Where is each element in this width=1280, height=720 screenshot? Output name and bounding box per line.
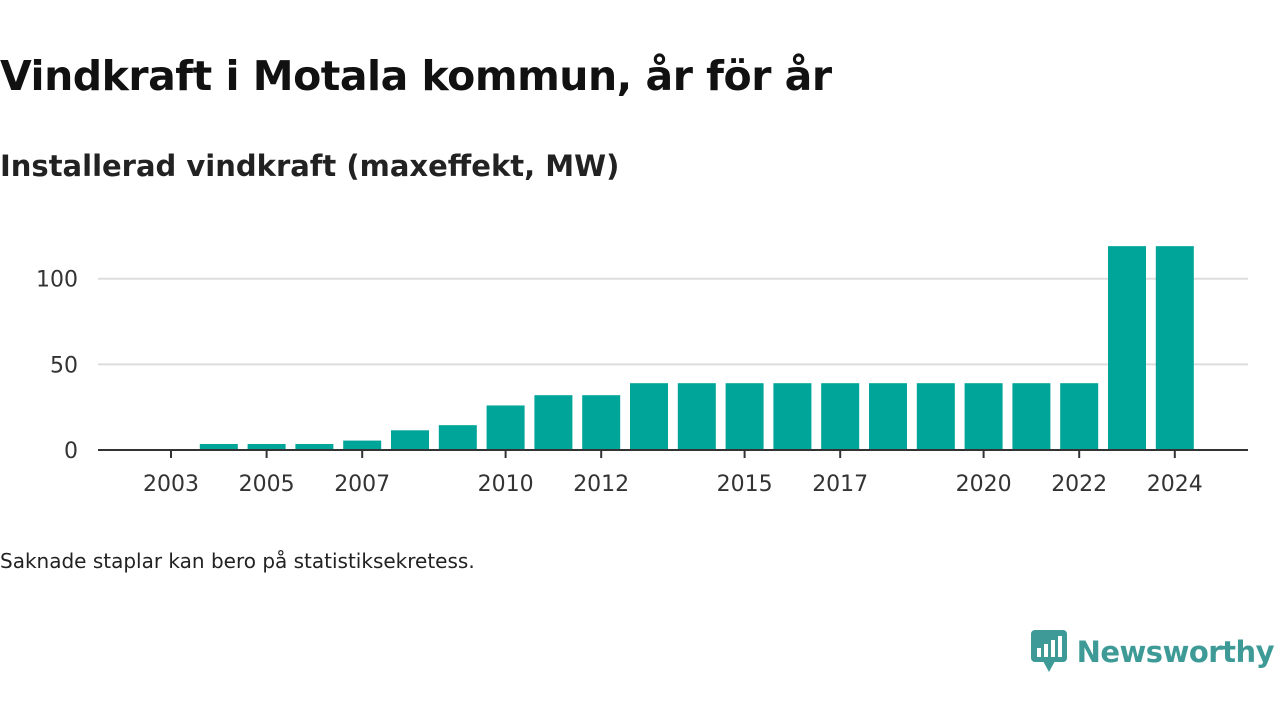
x-tick-label: 2015 <box>717 472 773 497</box>
x-tick-label: 2007 <box>334 472 390 497</box>
bar-2023 <box>1108 246 1146 450</box>
bar-2022 <box>1060 383 1099 450</box>
x-tick-label: 2005 <box>239 472 295 497</box>
bar-2009 <box>438 425 477 450</box>
bar-2019 <box>916 383 955 450</box>
chart-subtitle: Installerad vindkraft (maxeffekt, MW) <box>0 149 620 183</box>
x-tick-label: 2012 <box>573 472 629 497</box>
bar-2008 <box>391 430 429 450</box>
x-tick-label: 2020 <box>956 472 1012 497</box>
bar-2010 <box>486 405 525 450</box>
bar-2014 <box>677 383 716 450</box>
footnote: Saknade staplar kan bero på statistiksek… <box>0 549 475 573</box>
brand-logo: Newsworthy <box>1030 630 1275 674</box>
bar-2017 <box>821 383 860 450</box>
bar-2004 <box>199 444 238 450</box>
bar-2012 <box>582 395 621 450</box>
y-tick-label: 50 <box>50 353 78 378</box>
grid-lines <box>98 277 1248 366</box>
bar-2016 <box>773 383 812 450</box>
bar-2007 <box>343 440 382 450</box>
x-tick-label: 2017 <box>812 472 868 497</box>
bar-2011 <box>534 395 573 450</box>
bar-2024 <box>1155 246 1194 450</box>
bar-2013 <box>630 383 668 450</box>
bar-2021 <box>1012 383 1051 450</box>
x-tick-labels: 2003 2005 2007 2010 2012 2015 2017 2020 2022 2024 <box>143 472 1203 497</box>
x-tick-label: 2022 <box>1051 472 1107 497</box>
x-tick-label: 2024 <box>1147 472 1203 497</box>
bars <box>199 246 1194 450</box>
newsworthy-logo-icon <box>1030 630 1067 672</box>
bar-2006 <box>295 444 334 450</box>
axes <box>98 449 1248 458</box>
y-tick-labels: 0 50 100 <box>36 268 78 464</box>
bar-2018 <box>869 383 907 450</box>
brand-name: Newsworthy <box>1076 635 1275 669</box>
bar-2020 <box>964 383 1003 450</box>
y-tick-label: 100 <box>36 268 78 293</box>
y-tick-label: 0 <box>64 439 78 464</box>
bar-2005 <box>247 444 286 450</box>
x-tick-label: 2010 <box>478 472 534 497</box>
x-tick-label: 2003 <box>143 472 199 497</box>
bar-2015 <box>725 383 764 450</box>
chart-title: Vindkraft i Motala kommun, år för år <box>0 52 832 100</box>
